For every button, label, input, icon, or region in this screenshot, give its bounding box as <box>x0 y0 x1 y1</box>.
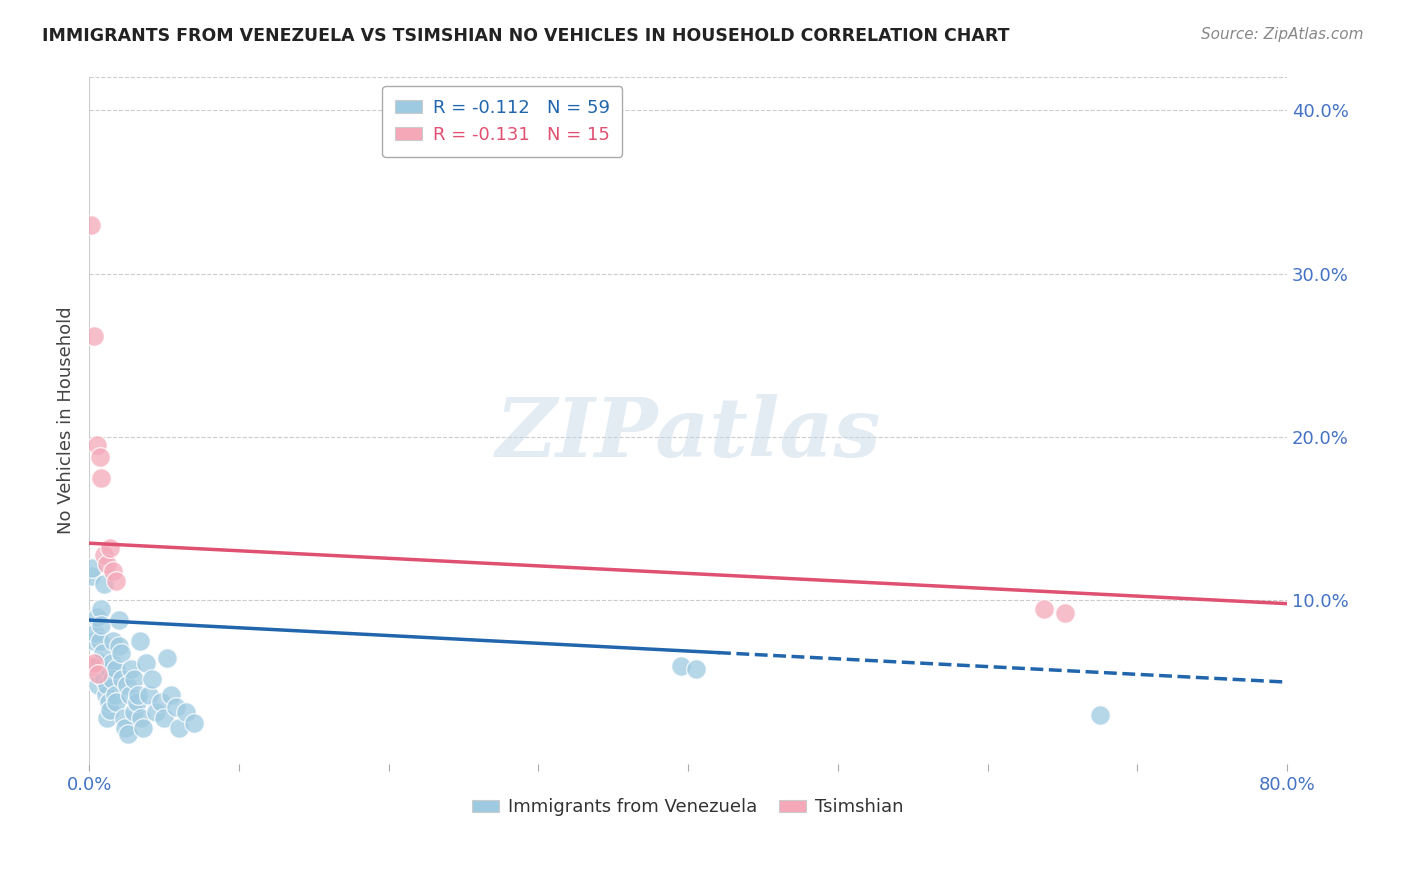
Point <box>131 711 153 725</box>
Point <box>167 721 190 735</box>
Point <box>115 678 138 692</box>
Point <box>132 721 155 735</box>
Point <box>103 688 125 702</box>
Point <box>125 695 148 709</box>
Point <box>87 678 110 692</box>
Point <box>80 658 103 673</box>
Point <box>108 613 131 627</box>
Point <box>90 601 112 615</box>
Point <box>112 711 135 725</box>
Point <box>83 656 105 670</box>
Point <box>98 541 121 555</box>
Point <box>105 662 128 676</box>
Point <box>96 558 118 572</box>
Point <box>114 721 136 735</box>
Point <box>1054 607 1077 621</box>
Point <box>98 703 121 717</box>
Point <box>160 688 183 702</box>
Point <box>669 658 692 673</box>
Point <box>96 711 118 725</box>
Point <box>97 695 120 709</box>
Point <box>122 672 145 686</box>
Point <box>86 667 108 681</box>
Point <box>84 626 107 640</box>
Legend: Immigrants from Venezuela, Tsimshian: Immigrants from Venezuela, Tsimshian <box>465 791 911 823</box>
Point <box>90 618 112 632</box>
Point <box>1088 707 1111 722</box>
Point <box>97 662 120 676</box>
Text: ZIPatlas: ZIPatlas <box>495 394 880 475</box>
Point <box>1033 601 1056 615</box>
Point <box>89 450 111 464</box>
Point <box>129 634 152 648</box>
Point <box>111 672 134 686</box>
Point <box>80 560 103 574</box>
Point <box>138 688 160 702</box>
Point <box>93 577 115 591</box>
Point <box>149 695 172 709</box>
Point <box>176 705 198 719</box>
Point <box>87 667 110 681</box>
Point <box>91 646 114 660</box>
Point <box>93 548 115 562</box>
Point <box>96 678 118 692</box>
Point <box>86 438 108 452</box>
Point <box>83 328 105 343</box>
Point <box>89 634 111 648</box>
Point <box>87 658 110 673</box>
Text: IMMIGRANTS FROM VENEZUELA VS TSIMSHIAN NO VEHICLES IN HOUSEHOLD CORRELATION CHAR: IMMIGRANTS FROM VENEZUELA VS TSIMSHIAN N… <box>42 27 1010 45</box>
Point <box>110 646 132 660</box>
Point <box>93 672 115 686</box>
Point <box>100 656 122 670</box>
Point <box>94 688 117 702</box>
Point <box>89 656 111 670</box>
Point <box>108 639 131 653</box>
Point <box>101 564 124 578</box>
Point <box>685 662 707 676</box>
Y-axis label: No Vehicles in Household: No Vehicles in Household <box>58 307 75 534</box>
Point <box>183 716 205 731</box>
Point <box>100 672 122 686</box>
Point <box>120 662 142 676</box>
Point <box>90 471 112 485</box>
Point <box>165 699 187 714</box>
Point <box>83 634 105 648</box>
Point <box>118 688 141 702</box>
Point <box>135 656 157 670</box>
Point <box>122 705 145 719</box>
Point <box>156 650 179 665</box>
Point <box>145 705 167 719</box>
Point <box>105 695 128 709</box>
Point <box>141 672 163 686</box>
Point <box>127 688 149 702</box>
Point <box>79 218 101 232</box>
Point <box>117 727 139 741</box>
Point <box>105 574 128 588</box>
Point <box>79 569 101 583</box>
Point <box>153 711 176 725</box>
Point <box>101 634 124 648</box>
Point <box>86 609 108 624</box>
Text: Source: ZipAtlas.com: Source: ZipAtlas.com <box>1201 27 1364 42</box>
